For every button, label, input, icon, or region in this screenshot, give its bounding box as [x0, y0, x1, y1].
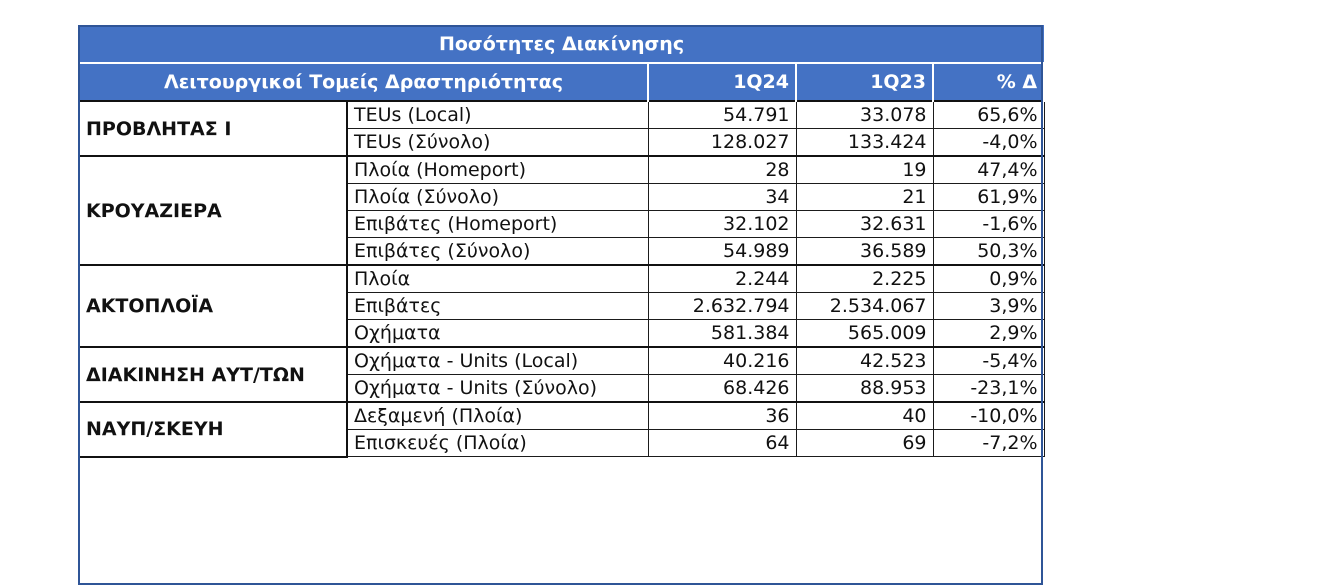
table-row: ΑΚΤΟΠΛΟΪΑ Πλοία 2.244 2.225 0,9%	[78, 264, 1045, 348]
value-1q24-cell: 54.791	[647, 100, 797, 129]
delta-cell: 65,6%	[932, 100, 1045, 129]
metric-cell: Επιβάτες (Homeport)	[346, 210, 649, 238]
table-row: Οχήματα 581.384 565.009 2,9%	[79, 319, 1045, 348]
value-1q24-cell: 28	[647, 155, 797, 184]
delta-cell: -1,6%	[932, 210, 1045, 238]
metric-cell: TEUs (Local)	[346, 100, 649, 129]
metric-cell: Επιβάτες (Σύνολο)	[346, 237, 649, 266]
metric-cell: Οχήματα	[346, 319, 649, 348]
metric-cell: Δεξαμενή (Πλοία)	[346, 401, 649, 430]
header-1q24: 1Q24	[647, 63, 797, 101]
header-1q23: 1Q23	[795, 63, 934, 101]
value-1q24-cell: 64	[647, 429, 797, 457]
value-1q23-cell: 36.589	[795, 237, 934, 266]
delta-cell: 47,4%	[932, 155, 1045, 184]
value-1q23-cell: 88.953	[795, 374, 934, 403]
header-delta: % Δ	[931, 63, 1046, 101]
delta-cell: 0,9%	[932, 264, 1045, 293]
value-1q23-cell: 42.523	[795, 346, 934, 375]
value-1q24-cell: 34	[647, 183, 797, 211]
metric-cell: Οχήματα - Units (Local)	[346, 346, 649, 375]
value-1q24-cell: 36	[647, 401, 797, 430]
table-row: ΚΡΟΥΑΖΙΕΡΑ Πλοία (Homeport) 28 19 47,4%	[78, 155, 1045, 266]
metric-cell: Πλοία (Σύνολο)	[346, 183, 649, 211]
value-1q23-cell: 21	[795, 183, 934, 211]
metric-cell: Πλοία	[346, 264, 649, 293]
metric-cell: Πλοία (Homeport)	[346, 155, 649, 184]
sector-cell: ΔΙΑΚΙΝΗΣΗ ΑΥΤ/ΤΩΝ	[78, 346, 348, 403]
delta-cell: -7,2%	[932, 429, 1045, 457]
value-1q23-cell: 2.534.067	[795, 292, 934, 320]
table-row: Επιβάτες 2.632.794 2.534.067 3,9%	[79, 292, 1045, 320]
metric-cell: Οχήματα - Units (Σύνολο)	[346, 374, 649, 403]
delta-cell: -4,0%	[932, 128, 1045, 157]
sector-cell: ΑΚΤΟΠΛΟΪΑ	[78, 264, 348, 348]
value-1q23-cell: 33.078	[795, 100, 934, 129]
delta-cell: 61,9%	[932, 183, 1045, 211]
traffic-volumes-table-container: Ποσότητες Διακίνησης Λειτουργικοί Τομείς…	[78, 25, 1046, 585]
delta-cell: 2,9%	[932, 319, 1045, 348]
table-row: Πλοία (Σύνολο) 34 21 61,9%	[79, 183, 1045, 211]
table-row: Επιβάτες (Homeport) 32.102 32.631 -1,6%	[79, 210, 1045, 238]
metric-cell: Επισκευές (Πλοία)	[346, 429, 649, 457]
sector-cell: ΚΡΟΥΑΖΙΕΡΑ	[78, 155, 348, 266]
value-1q23-cell: 40	[795, 401, 934, 430]
table-row: ΝΑΥΠ/ΣΚΕΥΗ Δεξαμενή (Πλοία) 36 40 -10,0%	[78, 401, 1045, 458]
table-row: Επισκευές (Πλοία) 64 69 -7,2%	[79, 429, 1045, 457]
value-1q24-cell: 581.384	[647, 319, 797, 348]
value-1q24-cell: 68.426	[647, 374, 797, 403]
sector-cell: ΝΑΥΠ/ΣΚΕΥΗ	[78, 401, 348, 458]
value-1q24-cell: 40.216	[647, 346, 797, 375]
traffic-volumes-table: Ποσότητες Διακίνησης Λειτουργικοί Τομείς…	[78, 25, 1046, 458]
table-row: TEUs (Σύνολο) 128.027 133.424 -4,0%	[79, 128, 1045, 157]
metric-cell: TEUs (Σύνολο)	[346, 128, 649, 157]
value-1q23-cell: 19	[795, 155, 934, 184]
metric-cell: Επιβάτες	[346, 292, 649, 320]
value-1q24-cell: 54.989	[647, 237, 797, 266]
value-1q24-cell: 2.244	[647, 264, 797, 293]
value-1q24-cell: 32.102	[647, 210, 797, 238]
value-1q23-cell: 2.225	[795, 264, 934, 293]
value-1q24-cell: 2.632.794	[647, 292, 797, 320]
sector-cell: ΠΡΟΒΛΗΤΑΣ Ι	[78, 100, 348, 157]
delta-cell: -10,0%	[932, 401, 1045, 430]
table-row: ΔΙΑΚΙΝΗΣΗ ΑΥΤ/ΤΩΝ Οχήματα - Units (Local)…	[78, 346, 1045, 403]
table-row: Επιβάτες (Σύνολο) 54.989 36.589 50,3%	[79, 237, 1045, 266]
table-row: Οχήματα - Units (Σύνολο) 68.426 88.953 -23,…	[79, 374, 1045, 403]
table-title: Ποσότητες Διακίνησης	[79, 25, 1045, 64]
value-1q23-cell: 565.009	[795, 319, 934, 348]
delta-cell: 3,9%	[932, 292, 1045, 320]
value-1q23-cell: 32.631	[795, 210, 934, 238]
delta-cell: -23,1%	[932, 374, 1045, 403]
delta-cell: 50,3%	[932, 237, 1045, 266]
table-body: ΠΡΟΒΛΗΤΑΣ Ι TEUs (Local) 54.791 33.078 65,6%…	[78, 100, 1045, 458]
value-1q23-cell: 133.424	[795, 128, 934, 157]
delta-cell: -5,4%	[932, 346, 1045, 375]
value-1q24-cell: 128.027	[647, 128, 797, 157]
header-sector: Λειτουργικοί Τομείς Δραστηριότητας	[78, 63, 649, 101]
table-row: ΠΡΟΒΛΗΤΑΣ Ι TEUs (Local) 54.791 33.078 65,6%	[78, 100, 1045, 157]
value-1q23-cell: 69	[795, 429, 934, 457]
